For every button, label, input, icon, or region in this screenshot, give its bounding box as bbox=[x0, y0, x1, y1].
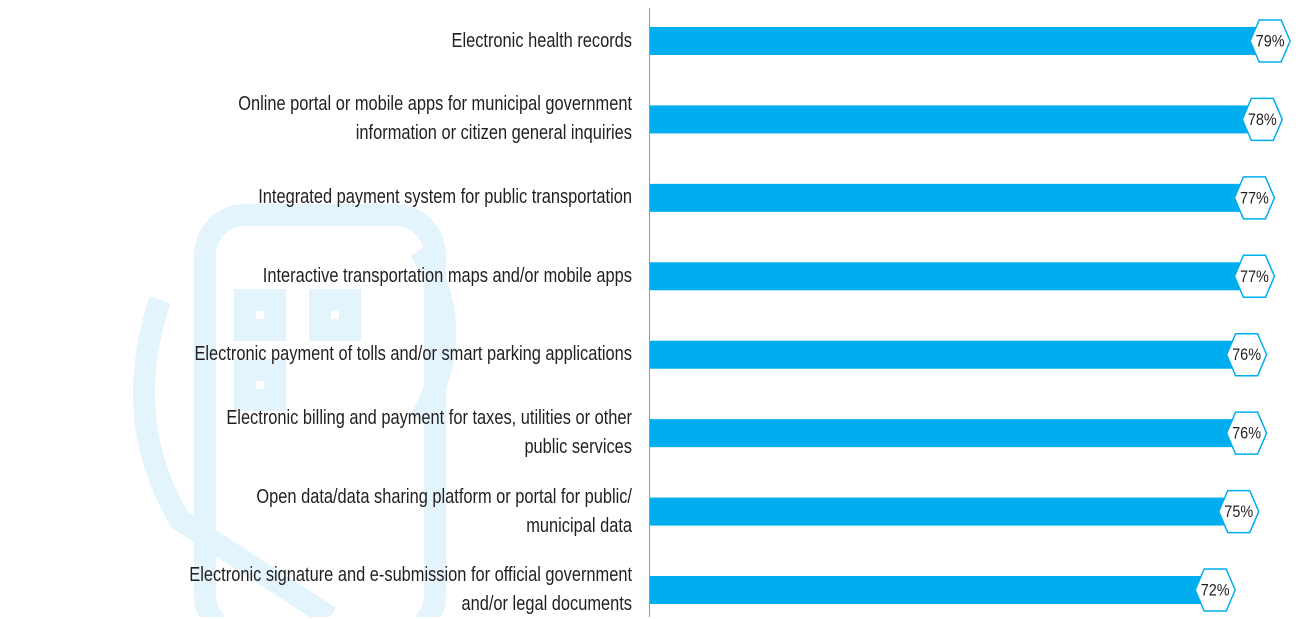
bar bbox=[650, 340, 1247, 369]
category-label: Electronic payment of tolls and/or smart… bbox=[194, 343, 633, 366]
category-label: Open data/data sharing platform or porta… bbox=[256, 485, 632, 537]
value-badge bbox=[1225, 332, 1268, 377]
value-badge bbox=[1233, 254, 1276, 299]
value-badge bbox=[1225, 411, 1268, 455]
value-label: 77% bbox=[1240, 268, 1269, 286]
value-label: 76% bbox=[1232, 346, 1261, 364]
category-label: Electronic signature and e-submission fo… bbox=[189, 564, 632, 615]
category-label: Integrated payment system for public tra… bbox=[258, 186, 632, 209]
category-label: Electronic billing and payment for taxes… bbox=[226, 407, 632, 459]
bar bbox=[650, 497, 1239, 526]
bar bbox=[650, 105, 1263, 134]
category-label: Electronic health records bbox=[451, 29, 632, 52]
bar bbox=[650, 27, 1271, 55]
bar bbox=[650, 576, 1216, 604]
value-badge bbox=[1241, 97, 1284, 142]
value-badge bbox=[1194, 568, 1237, 612]
value-label: 77% bbox=[1240, 189, 1269, 207]
category-label: Online portal or mobile apps for municip… bbox=[238, 93, 632, 145]
bar bbox=[650, 183, 1255, 212]
bar bbox=[650, 262, 1255, 291]
value-badge bbox=[1217, 489, 1260, 534]
value-label: 72% bbox=[1201, 581, 1230, 599]
bar bbox=[650, 419, 1247, 448]
value-label: 76% bbox=[1232, 425, 1261, 443]
background-icon bbox=[133, 204, 456, 617]
value-badge bbox=[1249, 19, 1291, 63]
category-label: Interactive transportation maps and/or m… bbox=[262, 264, 632, 287]
value-label: 79% bbox=[1256, 32, 1285, 50]
value-label: 75% bbox=[1224, 503, 1253, 521]
value-label: 78% bbox=[1248, 111, 1277, 129]
value-badge bbox=[1233, 176, 1276, 220]
